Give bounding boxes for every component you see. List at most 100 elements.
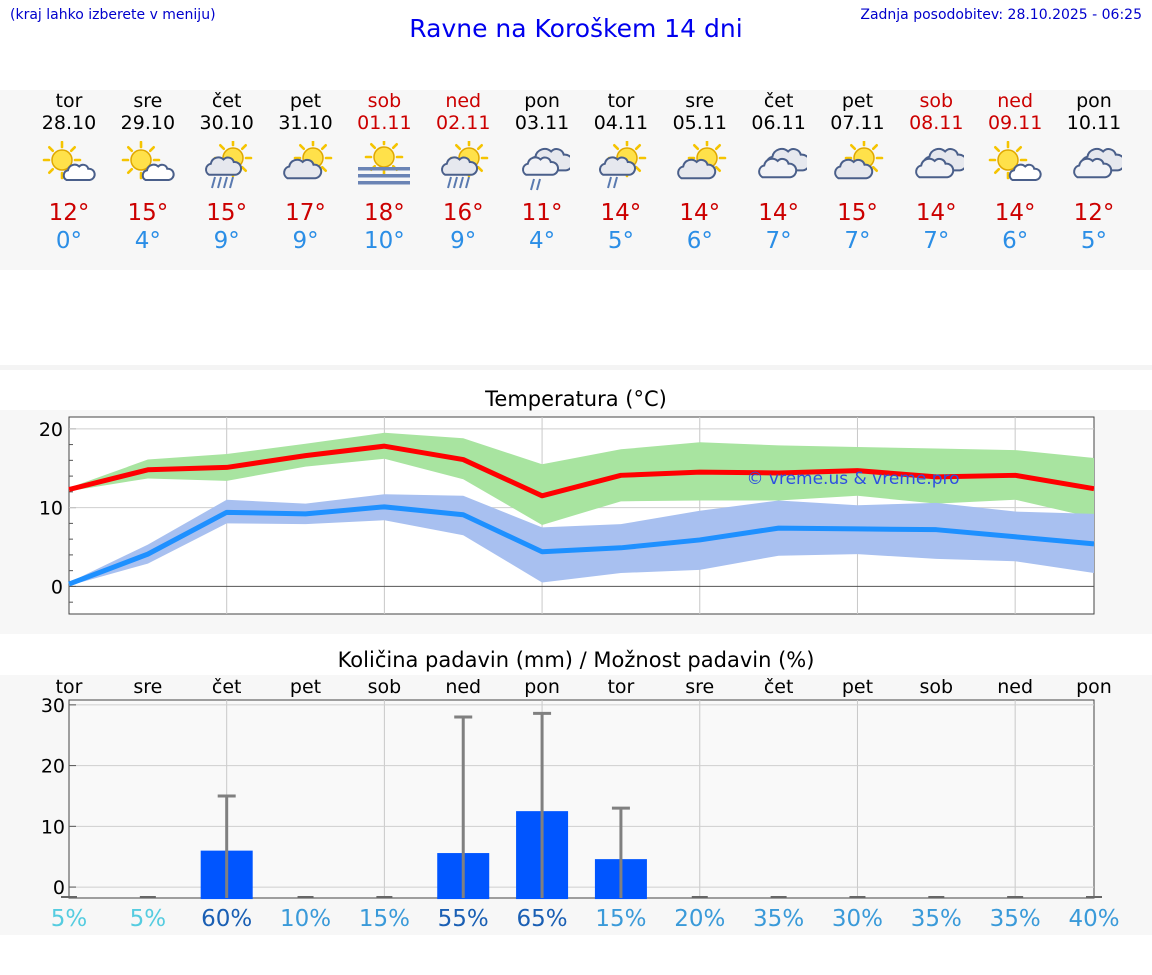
min-temperature-line — [68, 504, 1095, 587]
day-date: 10.11 — [1066, 112, 1122, 134]
precipitation-day-label: sob — [368, 676, 402, 698]
day-date: 07.11 — [830, 112, 885, 134]
sun-cloud-icon — [42, 141, 96, 181]
max-temperature: 17° — [285, 200, 326, 226]
cloud-shape — [441, 156, 479, 176]
max-temperature: 15° — [206, 200, 248, 226]
max-temperature: 12° — [48, 200, 90, 226]
y-tick-label: 10 — [39, 498, 63, 520]
day-name: sob — [367, 90, 402, 112]
day-column: tor 04.11 14° 5° — [582, 90, 660, 255]
day-column: pet 07.11 15° 7° — [818, 90, 896, 255]
day-date: 05.11 — [672, 112, 727, 134]
max-temperature-line — [68, 443, 1095, 499]
day-name: pet — [289, 90, 322, 112]
weather-icon-graphic — [1073, 147, 1122, 179]
sun-ray — [714, 143, 721, 151]
sun-ray — [1016, 145, 1023, 153]
precipitation-day-label: ned — [445, 676, 481, 698]
city-menu-note: (kraj lahko izberete v meniju) — [10, 7, 216, 23]
raindrop — [453, 176, 459, 189]
weather-icon-graphic — [204, 141, 252, 189]
precipitation-day-label: tor — [56, 676, 83, 698]
weather-icon-graphic — [282, 141, 332, 180]
day-name: tor — [55, 90, 83, 112]
day-column: tor 28.10 12° 0° — [30, 90, 108, 255]
sun-ray — [126, 145, 133, 153]
day-name: sob — [919, 90, 954, 112]
sun-fog-icon — [358, 141, 411, 185]
y-tick-label: 30 — [41, 695, 65, 717]
weather-icon-graphic — [358, 141, 411, 185]
min-temperature: 4° — [528, 228, 556, 254]
max-temperature: 16° — [442, 200, 484, 226]
precipitation-chart-title: Količina padavin (mm) / Možnost padavin … — [337, 648, 815, 672]
cloud-icon — [915, 147, 965, 179]
min-temperature: 0° — [55, 228, 83, 254]
precipitation-day-label: tor — [607, 676, 634, 698]
precipitation-probability: 5% — [130, 906, 167, 932]
day-column: ned 02.11 16° 9° — [424, 90, 502, 255]
precipitation-probability: 30% — [832, 906, 883, 932]
raindrop — [447, 176, 453, 189]
raindrop — [536, 178, 542, 191]
fog-line — [358, 174, 411, 178]
precipitation-probability: 10% — [280, 906, 331, 932]
cloud-sun-icon — [282, 141, 332, 180]
precipitation-day-label: ned — [997, 676, 1033, 698]
precipitation-probability: 15% — [595, 906, 646, 932]
day-column: sob 01.11 18° 10° — [345, 90, 423, 255]
sun-ray — [370, 142, 377, 150]
day-column: pon 10.11 12° 5° — [1055, 90, 1133, 255]
min-temperature: 7° — [765, 228, 792, 254]
day-date: 31.10 — [278, 112, 333, 134]
precipitation-probability: 40% — [1068, 906, 1119, 932]
day-name: pon — [524, 90, 560, 112]
sun-ray — [218, 143, 225, 151]
weather-icon-graphic — [522, 147, 571, 191]
day-column: pet 31.10 17° 9° — [267, 90, 345, 255]
min-temperature: 6° — [686, 228, 713, 254]
raindrop — [465, 176, 471, 189]
cloud-shape — [1008, 163, 1042, 181]
sun-ray — [872, 143, 879, 151]
cloud-shape — [141, 163, 175, 181]
y-tick-label: 10 — [41, 816, 65, 838]
min-temperature: 9° — [450, 228, 477, 254]
weather-icon-graphic — [121, 141, 175, 181]
y-tick-label: 0 — [51, 576, 63, 598]
min-temperature: 9° — [292, 228, 319, 254]
day-column: čet 30.10 15° 9° — [188, 90, 266, 255]
day-name: pon — [1076, 90, 1112, 112]
cloud-shape — [676, 158, 716, 180]
sun-ray — [47, 145, 55, 153]
sun-ray — [477, 143, 484, 151]
max-temperature: 14° — [994, 200, 1036, 226]
raindrop — [222, 176, 228, 189]
min-temperature-range-band — [69, 494, 1094, 586]
cloud-shape — [62, 163, 96, 181]
raindrop — [606, 176, 612, 189]
sun-cloud-rain-light-icon — [599, 141, 647, 189]
sun-ray — [320, 143, 327, 151]
max-temperature-range-band — [69, 432, 1094, 525]
cloud-shape — [599, 156, 636, 176]
sun-ray — [872, 165, 879, 173]
cloud-sun-icon — [834, 141, 884, 180]
precipitation-probability: 55% — [438, 906, 489, 932]
min-temperature: 7° — [844, 228, 871, 254]
sun-ray — [994, 145, 1001, 153]
day-column: pon 03.11 11° 4° — [503, 90, 581, 255]
day-date: 30.10 — [199, 112, 254, 134]
day-column: čet 06.11 14° 7° — [740, 90, 818, 255]
cloud-rain-icon — [522, 147, 571, 191]
day-date: 29.10 — [120, 112, 176, 134]
sun-disc — [51, 149, 73, 171]
sun-ray — [634, 143, 641, 151]
max-temperature: 11° — [521, 200, 563, 226]
sun-cloud-rain-icon — [441, 141, 489, 189]
max-temperature: 12° — [1073, 200, 1115, 226]
weather-icon-graphic — [42, 141, 96, 181]
day-date: 08.11 — [909, 112, 964, 134]
day-column: sre 29.10 15° 4° — [109, 90, 187, 255]
